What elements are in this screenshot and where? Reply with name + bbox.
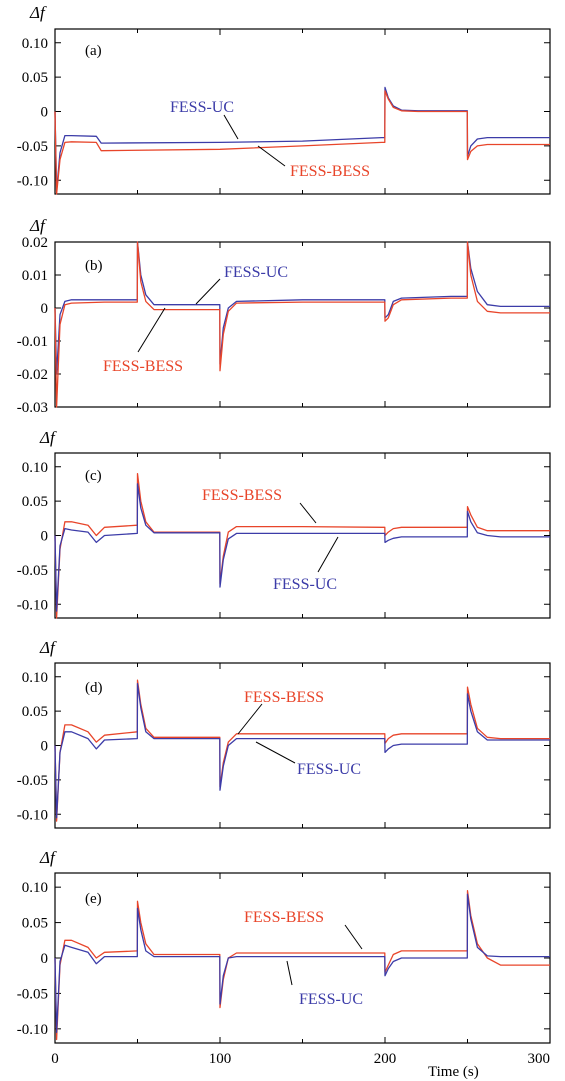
panel-c-ytick-label: 0 [41,529,49,545]
panel-c-leader-bess [299,502,317,524]
panel-b-ytick-label: 0.02 [22,235,48,251]
panel-a-lines [54,86,550,195]
panel-d-ytick-label: 0.10 [22,670,48,686]
panel-a-leader-bess [257,145,286,167]
panel-e-ytick-label: -0.10 [17,1022,48,1038]
panel-a-ytick-label: -0.05 [17,139,48,155]
panel-b-ytick-label: -0.01 [17,334,48,350]
panel-b-yticks: -0.03 -0.02 -0.01 0 0.01 0.02 [17,235,551,416]
panel-c-leader-uc [317,536,339,573]
panel-a-ylabel: Δf [29,3,47,22]
panel-e-leader-uc [286,960,293,986]
panel-c-frame [54,452,551,619]
panel-a-series-fess-bess [54,90,550,195]
panel-b-ylabel: Δf [29,216,47,235]
panel-b-series-fess-uc [54,241,550,375]
x-tick-label: 100 [209,1051,232,1067]
panel-b-leader-uc [195,278,221,305]
panel-d-ytick-label: 0 [41,739,49,755]
panel-e-tag: (e) [85,891,102,907]
panel-d-series-fess-uc [54,682,550,819]
x-tick-label: 300 [528,1051,551,1067]
panel-c-series-fess-uc [54,483,550,612]
panel-b-label-bess: FESS-BESS [103,358,183,375]
panel-a-ytick-label: -0.10 [17,173,48,189]
x-axis-title: Time (s) [428,1064,479,1080]
panel-e: Δf (e) -0.10 -0.05 0 0.05 0.10 0 100 200 300 FE… [17,848,551,1080]
x-tick-label: 200 [374,1051,397,1067]
panel-b-leader-bess [137,307,166,353]
panel-c-ytick-label: -0.05 [17,563,48,579]
panel-e-ytick-label: 0.10 [22,880,48,896]
panel-c-ylabel: Δf [39,428,57,447]
panel-a-series-fess-uc [54,86,550,192]
panel-c-ytick-label: -0.10 [17,597,48,613]
panel-c-ytick-label: 0.05 [22,494,48,510]
panel-d-leader-bess [237,703,263,735]
panel-e-ytick-label: 0.05 [22,916,48,932]
panel-a-tag: (a) [85,43,102,59]
panel-a-leader-uc [223,114,239,140]
panel-e-ylabel: Δf [39,848,57,867]
panel-e-xticks: 0 100 200 300 [51,873,551,1067]
panel-c-label-uc: FESS-UC [273,576,337,593]
panel-e-frame [54,872,551,1044]
panel-c-yticks: -0.10 -0.05 0 0.05 0.10 [17,453,551,618]
panel-b-tag: (b) [85,258,103,274]
panel-b-lines [54,241,550,408]
panel-c-lines [54,472,550,619]
panel-a-yticks: -0.10 -0.05 0 0.05 0.10 [17,29,551,194]
panel-d-ytick-label: -0.10 [17,807,48,823]
panel-c-series-fess-bess [54,472,550,619]
panel-b-frame [54,241,551,408]
panel-a-ytick-label: 0.05 [22,70,48,86]
panel-e-lines [54,890,550,1041]
panel-e-label-bess: FESS-BESS [244,909,324,926]
panel-d-frame [54,662,551,829]
panel-e-ytick-label: -0.05 [17,986,48,1002]
panel-d-ytick-label: -0.05 [17,773,48,789]
panel-b-ytick-label: 0 [41,301,49,317]
panel-d-leader-uc [255,741,296,764]
x-tick-label: 0 [51,1051,59,1067]
panel-c-tag: (c) [85,468,102,484]
panel-c-ytick-label: 0.10 [22,460,48,476]
panel-d: Δf (d) -0.10 -0.05 0 0.05 0.10 FESS-BESS FES… [17,638,551,829]
panel-b-ytick-label: 0.01 [22,268,48,284]
panel-d-label-uc: FESS-UC [297,761,361,778]
panel-c: Δf (c) -0.10 -0.05 0 0.05 0.10 FESS-BESS FES… [17,428,551,619]
panel-e-label-uc: FESS-UC [299,991,363,1008]
panel-a-label-bess: FESS-BESS [290,163,370,180]
panel-d-yticks: -0.10 -0.05 0 0.05 0.10 [17,663,551,828]
panel-d-ytick-label: 0.05 [22,704,48,720]
panel-e-series-fess-uc [54,893,550,1034]
panel-d-tag: (d) [85,680,103,696]
panel-c-label-bess: FESS-BESS [202,487,282,504]
panel-e-leader-bess [344,924,363,950]
panel-d-label-bess: FESS-BESS [244,689,324,706]
panel-d-ylabel: Δf [39,638,57,657]
panel-b-label-uc: FESS-UC [224,264,288,281]
panel-a: Δf (a) -0.10 -0.05 0 0.05 0.10 FESS-UC FESS-… [17,3,551,195]
panel-a-ytick-label: 0.10 [22,36,48,52]
panel-e-ytick-label: 0 [41,951,49,967]
panel-d-lines [54,679,550,822]
panel-b-ytick-label: -0.03 [17,400,48,416]
panel-b-ytick-label: -0.02 [17,367,48,383]
panel-a-ytick-label: 0 [41,105,49,121]
panel-b-series-fess-bess [54,241,550,408]
panel-a-label-uc: FESS-UC [170,99,234,116]
